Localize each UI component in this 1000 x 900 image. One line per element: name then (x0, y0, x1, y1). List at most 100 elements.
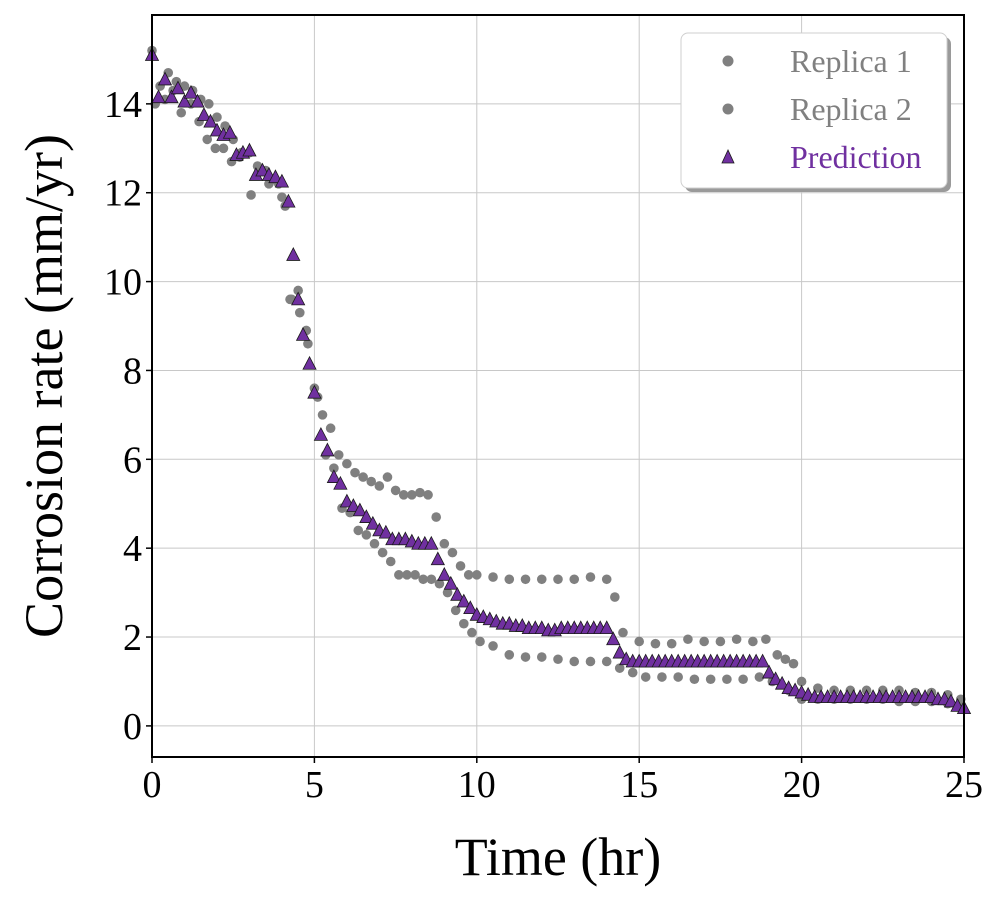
prediction-point (268, 169, 283, 184)
replica-2-point (627, 667, 638, 678)
replica-1-point (277, 192, 287, 202)
replica-1-point (415, 487, 425, 498)
x-axis-title: Time (hr) (455, 827, 662, 887)
replica-1-point (431, 512, 442, 522)
replica-2-point (754, 672, 765, 682)
prediction-point (326, 469, 342, 483)
replica-2-point (434, 578, 445, 589)
replica-2-point (520, 652, 531, 662)
replica-2-point (640, 672, 651, 682)
replica-2-point (488, 641, 498, 651)
x-tick-label: 20 (783, 764, 821, 806)
prediction-point (599, 620, 614, 635)
legend-marker-replica-1 (722, 55, 734, 67)
replica-1-point (374, 481, 385, 491)
replica-1-point (772, 650, 783, 660)
prediction-point (242, 142, 257, 157)
prediction-point (302, 355, 317, 370)
replica-2-point (353, 525, 364, 536)
replica-2-point (585, 656, 596, 667)
prediction-point (255, 162, 270, 177)
x-tick-label: 0 (143, 764, 162, 806)
series-prediction (144, 47, 972, 715)
replica-1-point (325, 423, 336, 434)
plot-area-frame (151, 14, 965, 758)
legend-label-replica-2: Replica 2 (790, 91, 912, 127)
replica-1-point (585, 572, 596, 582)
replica-1-point (715, 636, 726, 647)
replica-2-point (553, 654, 563, 665)
replica-2-point (722, 674, 732, 685)
replica-2-point (442, 587, 453, 598)
prediction-point (183, 84, 199, 99)
y-tick-label: 2 (123, 617, 142, 659)
replica-1-point (780, 654, 791, 665)
replica-1-point (731, 634, 742, 645)
replica-2-point (210, 143, 221, 154)
prediction-point (352, 502, 368, 517)
replica-2-point (246, 190, 256, 200)
prediction-point (203, 113, 218, 128)
x-tick-label: 15 (620, 764, 658, 806)
prediction-point (313, 427, 329, 441)
legend: Replica 1 Replica 2 Prediction (680, 32, 951, 192)
replica-1-point (796, 676, 807, 687)
replica-2-point (418, 574, 429, 585)
prediction-point (295, 327, 311, 341)
replica-2-point (410, 570, 420, 580)
y-tick-label: 12 (104, 173, 142, 215)
replica-2-point (329, 463, 339, 473)
replica-1-point (204, 99, 214, 109)
replica-2-point (459, 618, 469, 629)
replica-2-point (673, 672, 683, 682)
prediction-point (456, 593, 471, 608)
replica-2-point (504, 650, 515, 660)
replica-2-point (475, 636, 485, 647)
prediction-point (378, 524, 394, 539)
replica-1-point (618, 627, 628, 638)
prediction-point (281, 193, 296, 208)
prediction-point (274, 173, 290, 188)
y-axis-title: Corrosion rate (mm/yr) (14, 134, 74, 638)
prediction-point (339, 493, 355, 508)
prediction-point (307, 384, 322, 399)
axis-ticks: 0 5 10 15 20 25 0 2 4 6 8 10 12 14 (104, 84, 983, 806)
replica-1-point (293, 285, 303, 296)
replica-1-point (536, 574, 547, 585)
prediction-point (170, 80, 186, 95)
replica-1-point (333, 450, 344, 460)
prediction-point (943, 693, 959, 708)
replica-2-point (426, 574, 437, 585)
prediction-point (222, 124, 238, 139)
replica-1-point (748, 636, 758, 647)
replica-1-point (317, 410, 328, 420)
replica-1-point (569, 574, 580, 585)
replica-2-point (467, 627, 477, 638)
replica-1-point (601, 574, 612, 585)
prediction-point (157, 71, 173, 86)
data-points (144, 45, 972, 715)
prediction-point (437, 566, 452, 581)
prediction-point (424, 535, 439, 550)
replica-1-point (634, 636, 644, 647)
replica-2-point (614, 663, 625, 673)
replica-2-point (294, 307, 305, 318)
replica-1-point (390, 485, 401, 496)
replica-1-point (212, 112, 222, 122)
replica-1-point (610, 592, 620, 602)
replica-2-point (705, 674, 716, 685)
replica-2-point (394, 570, 404, 580)
y-tick-label: 10 (104, 262, 142, 304)
x-tick-label: 10 (458, 764, 496, 806)
replica-1-point (220, 121, 230, 131)
prediction-point (755, 653, 770, 668)
prediction-point (774, 675, 790, 690)
prediction-point (190, 93, 205, 108)
replica-1-point (699, 636, 709, 647)
legend-label-prediction: Prediction (790, 139, 922, 175)
legend-box (680, 32, 948, 189)
prediction-point (164, 89, 179, 104)
replica-2-point (369, 538, 380, 549)
prediction-point (768, 671, 783, 686)
